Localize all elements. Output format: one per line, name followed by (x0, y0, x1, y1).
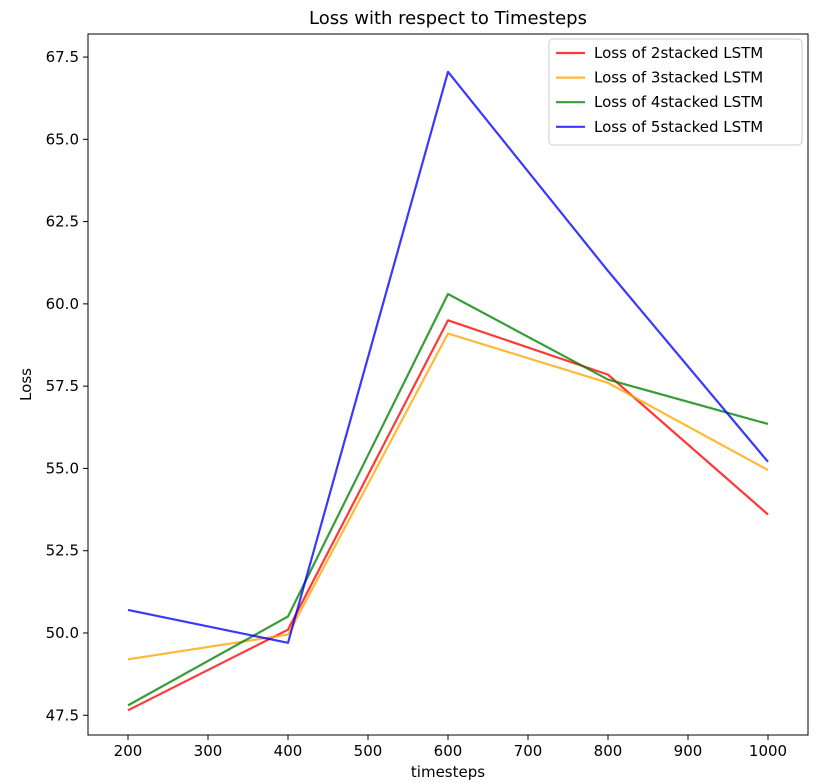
legend-label: Loss of 3stacked LSTM (594, 69, 763, 87)
y-tick-label: 62.5 (46, 213, 79, 231)
x-axis-label: timesteps (411, 763, 485, 781)
series-line-5stacked-lstm (127, 70, 769, 644)
x-tick-label: 500 (354, 742, 383, 760)
series-line-3stacked-lstm (127, 332, 769, 661)
chart-title: Loss with respect to Timesteps (309, 8, 587, 29)
y-tick-label: 57.5 (46, 377, 79, 395)
y-tick-label: 65.0 (46, 130, 79, 148)
legend-box (548, 38, 803, 146)
x-tick-label: 600 (434, 742, 463, 760)
x-axis: 200 300 400 500 600 700 800 900 1000 (114, 735, 787, 760)
legend: Loss of 2stacked LSTM Loss of 3stacked LS… (548, 38, 803, 146)
x-tick-label: 800 (594, 742, 623, 760)
y-tick-label: 47.5 (46, 706, 79, 724)
x-tick-label: 1000 (749, 742, 787, 760)
x-tick-label: 900 (674, 742, 703, 760)
series-line-4stacked-lstm (127, 292, 769, 707)
x-tick-label: 300 (194, 742, 223, 760)
x-tick-label: 700 (514, 742, 543, 760)
legend-label: Loss of 2stacked LSTM (594, 44, 763, 62)
legend-label: Loss of 4stacked LSTM (594, 93, 763, 111)
y-tick-label: 60.0 (46, 295, 79, 313)
plot-lines (127, 70, 769, 712)
y-tick-label: 55.0 (46, 459, 79, 477)
y-tick-label: 52.5 (46, 542, 79, 560)
y-tick-label: 50.0 (46, 624, 79, 642)
y-axis: 47.5 50.0 52.5 55.0 57.5 60.0 62.5 65.0 67.5 (46, 48, 88, 724)
y-tick-label: 67.5 (46, 48, 79, 66)
series-line-2stacked-lstm (127, 319, 769, 712)
y-axis-label: Loss (17, 368, 35, 401)
x-tick-label: 200 (114, 742, 143, 760)
x-tick-label: 400 (274, 742, 303, 760)
legend-label: Loss of 5stacked LSTM (594, 118, 763, 136)
